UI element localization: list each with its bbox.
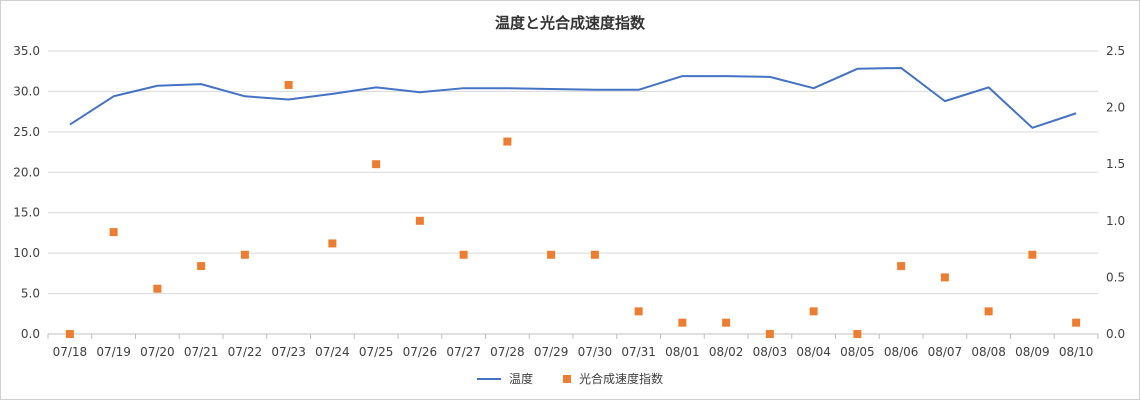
x-tick-label: 07/25 (359, 345, 394, 359)
y-right-tick-label: 2.0 (1106, 101, 1125, 115)
legend-item-photosynthesis: 光合成速度指数 (563, 370, 663, 387)
photosynthesis-point (372, 160, 381, 169)
y-left-tick-label: 30.0 (13, 84, 40, 98)
chart-legend: 温度 光合成速度指数 (0, 370, 1140, 387)
y-left-tick-label: 35.0 (13, 44, 40, 58)
y-right-tick-label: 0.5 (1106, 270, 1125, 284)
x-tick-label: 08/08 (971, 345, 1006, 359)
x-tick-label: 07/19 (96, 345, 131, 359)
y-left-tick-label: 20.0 (13, 165, 40, 179)
photosynthesis-point (1028, 250, 1037, 259)
photosynthesis-point (153, 284, 162, 293)
photosynthesis-point (328, 239, 337, 248)
photosynthesis-point (240, 250, 249, 259)
x-tick-label: 08/07 (928, 345, 963, 359)
y-right-tick-label: 1.5 (1106, 157, 1125, 171)
y-left-tick-label: 15.0 (13, 206, 40, 220)
x-tick-label: 08/06 (884, 345, 919, 359)
photosynthesis-point (109, 228, 118, 237)
photosynthesis-point (197, 262, 206, 271)
photosynthesis-point (284, 80, 293, 89)
y-right-tick-label: 1.0 (1106, 214, 1125, 228)
x-tick-label: 07/18 (53, 345, 88, 359)
legend-label-temperature: 温度 (508, 372, 533, 386)
x-tick-label: 08/05 (840, 345, 875, 359)
photosynthesis-point (984, 307, 993, 316)
photosynthesis-point (547, 250, 556, 259)
photosynthesis-point (415, 216, 424, 225)
legend-line-swatch (476, 377, 501, 380)
legend-square-swatch (563, 374, 571, 383)
y-left-tick-label: 5.0 (21, 287, 40, 301)
x-tick-label: 08/10 (1059, 345, 1094, 359)
photosynthesis-point (1072, 318, 1081, 327)
photosynthesis-point (940, 273, 949, 282)
photosynthesis-point (590, 250, 599, 259)
photosynthesis-point (459, 250, 468, 259)
x-tick-label: 07/22 (228, 345, 263, 359)
x-tick-label: 07/23 (271, 345, 306, 359)
photosynthesis-point (65, 330, 74, 338)
x-tick-label: 08/02 (709, 345, 744, 359)
y-right-tick-label: 2.5 (1106, 44, 1125, 58)
x-tick-label: 08/04 (796, 345, 831, 359)
y-right-tick-label: 0.0 (1106, 327, 1125, 341)
chart-title: 温度と光合成速度指数 (494, 14, 645, 32)
x-tick-label: 07/31 (621, 345, 656, 359)
x-tick-label: 07/21 (184, 345, 219, 359)
x-tick-label: 08/09 (1015, 345, 1050, 359)
photosynthesis-point (722, 318, 731, 327)
photosynthesis-point (634, 307, 643, 316)
photosynthesis-point (503, 137, 512, 146)
x-tick-label: 07/24 (315, 345, 350, 359)
x-tick-label: 07/26 (403, 345, 438, 359)
y-left-tick-label: 25.0 (13, 125, 40, 139)
x-tick-label: 07/29 (534, 345, 569, 359)
x-tick-label: 07/28 (490, 345, 525, 359)
photosynthesis-point (809, 307, 818, 316)
x-tick-label: 07/20 (140, 345, 175, 359)
legend-label-photosynthesis: 光合成速度指数 (579, 372, 664, 386)
x-tick-label: 08/03 (753, 345, 788, 359)
photosynthesis-point (897, 262, 906, 271)
y-left-tick-label: 10.0 (13, 246, 40, 260)
x-tick-label: 08/01 (665, 345, 700, 359)
legend-item-temperature: 温度 (476, 370, 533, 387)
photosynthesis-point (853, 330, 862, 338)
photosynthesis-point (765, 330, 774, 338)
photosynthesis-point (678, 318, 687, 327)
y-left-tick-label: 0.0 (21, 327, 40, 341)
x-tick-label: 07/27 (446, 345, 481, 359)
temperature-series-line (69, 66, 1077, 129)
x-tick-label: 07/30 (578, 345, 613, 359)
